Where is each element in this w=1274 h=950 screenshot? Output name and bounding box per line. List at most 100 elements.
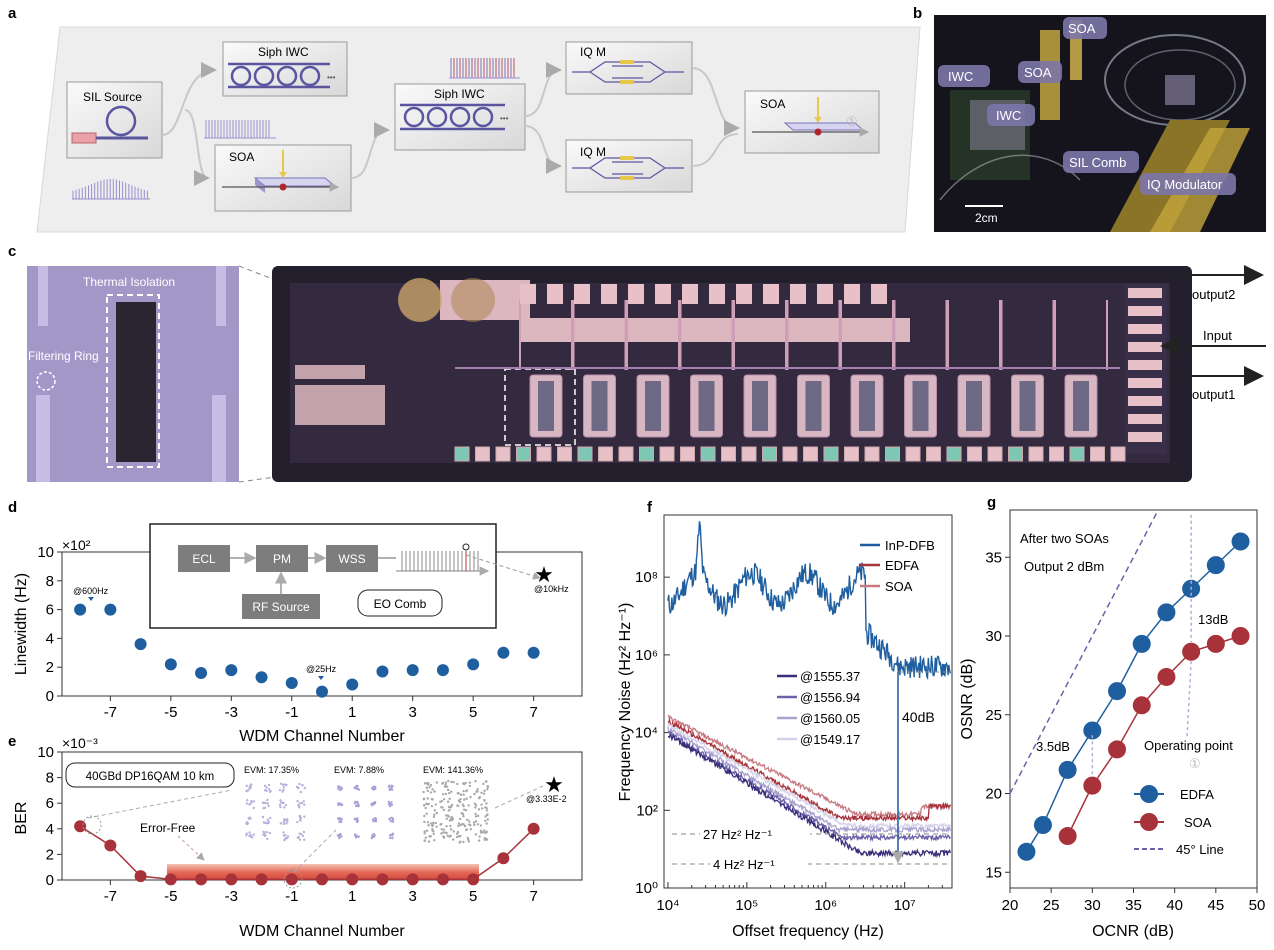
f-ytick-label: 10⁸ <box>635 569 658 586</box>
bond-pad-top <box>844 284 860 304</box>
constellation-dot <box>457 834 461 838</box>
constellation-dot <box>467 838 470 841</box>
constellation-dot <box>298 782 301 786</box>
constellation-dot <box>282 820 286 823</box>
constellation-dot <box>297 835 300 839</box>
constellation-dot <box>444 781 448 784</box>
constellation-dot <box>299 819 302 822</box>
panel-label-a: a <box>8 5 17 22</box>
g-legend-edfa: EDFA <box>1180 787 1214 802</box>
constellation-dot <box>467 804 470 807</box>
bond-pad <box>741 446 757 462</box>
constellation-dot <box>429 791 433 794</box>
constellation-dot <box>372 820 375 823</box>
g-annot-output: Output 2 dBm <box>1024 559 1104 574</box>
constellation-dot <box>435 781 439 784</box>
constellation-dot <box>245 784 248 788</box>
g-point-soa <box>1108 740 1127 759</box>
inset-ecl: ECL <box>192 552 216 566</box>
constellation-dot <box>480 803 483 806</box>
constellation-dot <box>472 821 476 824</box>
constellation-dot <box>266 837 269 840</box>
sil-source-block: SIL Source <box>66 81 163 159</box>
constellation-dot <box>357 835 360 838</box>
constellation-dot <box>355 820 359 824</box>
constellation-dot <box>370 804 374 807</box>
constellation-dot <box>355 787 358 790</box>
inset-eo-comb: EO Comb <box>374 597 427 611</box>
constellation-dot <box>388 804 392 808</box>
constellation-dot <box>440 832 443 835</box>
bond-pad-right <box>1128 324 1162 334</box>
d-data-point <box>195 666 208 679</box>
d-xtick-label: 3 <box>409 704 417 721</box>
constellation-dot <box>261 815 265 819</box>
bond-pad <box>475 446 490 462</box>
constellation-dot <box>355 835 358 839</box>
cell-trace <box>840 300 894 370</box>
bond-pad <box>905 446 921 462</box>
bond-pad <box>1028 446 1044 462</box>
filtering-ring-label: Filtering Ring <box>28 349 99 363</box>
constellation-dot <box>477 839 481 842</box>
siph-iwc-2-label: Siph IWC <box>434 87 485 101</box>
constellation-dot <box>483 798 486 802</box>
constellation-dot <box>425 812 428 816</box>
constellation-dot <box>424 806 427 810</box>
constellation-dot <box>466 836 469 840</box>
d-data-point <box>134 638 147 651</box>
constellation-dot <box>476 823 480 826</box>
constellation-dot <box>486 785 490 789</box>
ring-cell-core <box>752 381 768 431</box>
constellation-dot <box>284 803 288 807</box>
g-annot-operating-point: Operating point <box>1144 738 1233 753</box>
constellation-dot <box>448 797 451 801</box>
e-ytick-label: 0 <box>46 872 54 889</box>
f-curve-soa <box>667 714 952 819</box>
bond-pad-right <box>1128 288 1162 298</box>
f-xtick-label: 10⁷ <box>894 897 916 914</box>
inset-pm: PM <box>273 552 291 566</box>
g-xtick-label: 50 <box>1249 897 1266 914</box>
constellation-dot <box>473 792 476 796</box>
constellation-dot <box>435 811 438 815</box>
bond-pad <box>885 446 900 462</box>
bond-pad-right <box>1128 432 1162 442</box>
g-point-edfa <box>1108 682 1127 701</box>
constellation-dot <box>387 800 391 804</box>
cell-trace <box>1054 300 1108 370</box>
bond-pad <box>659 446 675 462</box>
constellation-dot <box>459 823 462 827</box>
iqm-block-2: IQ M <box>565 139 693 193</box>
bond-pad <box>823 446 839 462</box>
cell-trace <box>733 300 787 370</box>
constellation-dot <box>423 832 426 835</box>
constellation-dot <box>468 820 471 823</box>
constellation-dot <box>425 829 429 832</box>
g-point-edfa <box>1083 721 1102 740</box>
sil-source-label: SIL Source <box>83 90 142 104</box>
constellation-dot <box>268 831 272 835</box>
constellation-dot <box>372 803 375 806</box>
inset-wss: WSS <box>338 552 365 566</box>
constellation-dot <box>459 797 462 801</box>
g-ytick-label: 25 <box>985 707 1002 724</box>
g-point-soa <box>1157 667 1176 686</box>
e-xtick-label: 7 <box>529 888 537 905</box>
constellation-dot <box>245 802 249 805</box>
bond-pad <box>967 446 982 462</box>
bond-pad <box>782 446 798 462</box>
bond-pad <box>1069 446 1085 462</box>
d-data-point <box>74 603 87 616</box>
constellation-dot <box>485 809 489 812</box>
f-legend-soa: SOA <box>885 579 913 594</box>
constellation-dot <box>269 789 272 793</box>
constellation-dot <box>432 813 436 817</box>
f-legend-edfa: EDFA <box>885 558 919 573</box>
evm-1: EVM: 17.35% <box>244 765 299 775</box>
constellation-dot <box>456 782 459 786</box>
constellation-dot <box>269 816 272 820</box>
soa-block-2: SOA ① <box>744 90 880 154</box>
constellation-dot <box>457 792 460 795</box>
